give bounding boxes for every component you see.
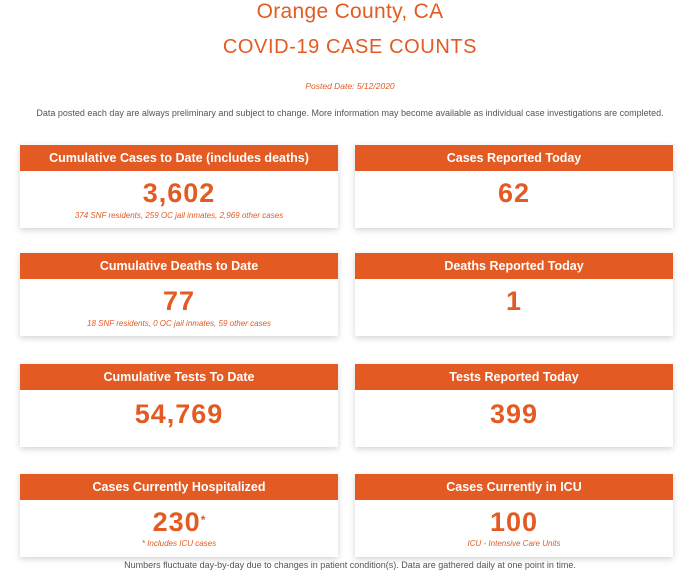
cumulative-deaths-note: 18 SNF residents, 0 OC jail inmates, 59 … (87, 319, 271, 328)
card-header-cumulative-tests: Cumulative Tests To Date (20, 364, 338, 390)
card-cases-today: Cases Reported Today 62 (355, 145, 673, 228)
card-header-cases-today: Cases Reported Today (355, 145, 673, 171)
card-icu: Cases Currently in ICU 100 ICU - Intensi… (355, 474, 673, 557)
page-title: COVID-19 CASE COUNTS (222, 36, 478, 58)
card-hospitalized: Cases Currently Hospitalized 230* * Incl… (20, 474, 338, 557)
hospitalized-value: 230 (152, 507, 201, 537)
card-header-icu: Cases Currently in ICU (355, 474, 673, 500)
hospitalized-note: * Includes ICU cases (141, 539, 217, 548)
cases-today-value: 62 (497, 178, 531, 208)
cumulative-cases-note: 374 SNF residents, 259 OC jail inmates, … (74, 211, 284, 220)
card-header-tests-today: Tests Reported Today (355, 364, 673, 390)
card-header-hospitalized: Cases Currently Hospitalized (20, 474, 338, 500)
footer-note: Numbers fluctuate day-by-day due to chan… (124, 560, 576, 570)
card-tests-today: Tests Reported Today 399 (355, 364, 673, 447)
posted-date: Posted Date: 5/12/2020 (305, 81, 395, 91)
card-header-cumulative-deaths: Cumulative Deaths to Date (20, 253, 338, 279)
cumulative-tests-value: 54,769 (134, 399, 224, 429)
county-title: Orange County, CA (256, 0, 444, 23)
icu-value: 100 (489, 507, 539, 537)
icu-note: ICU - Intensive Care Units (467, 539, 561, 548)
card-deaths-today: Deaths Reported Today 1 (355, 253, 673, 336)
cumulative-cases-value: 3,602 (142, 178, 216, 208)
hospitalized-asterisk: * (200, 513, 206, 527)
disclaimer-text: Data posted each day are always prelimin… (36, 108, 664, 118)
tests-today-value: 399 (489, 399, 539, 429)
card-cumulative-deaths: Cumulative Deaths to Date 77 18 SNF resi… (20, 253, 338, 336)
card-cumulative-cases: Cumulative Cases to Date (includes death… (20, 145, 338, 228)
card-header-cumulative-cases: Cumulative Cases to Date (includes death… (20, 145, 338, 171)
deaths-today-value: 1 (505, 286, 523, 316)
card-cumulative-tests: Cumulative Tests To Date 54,769 (20, 364, 338, 447)
cumulative-deaths-value: 77 (162, 286, 196, 316)
card-header-deaths-today: Deaths Reported Today (355, 253, 673, 279)
